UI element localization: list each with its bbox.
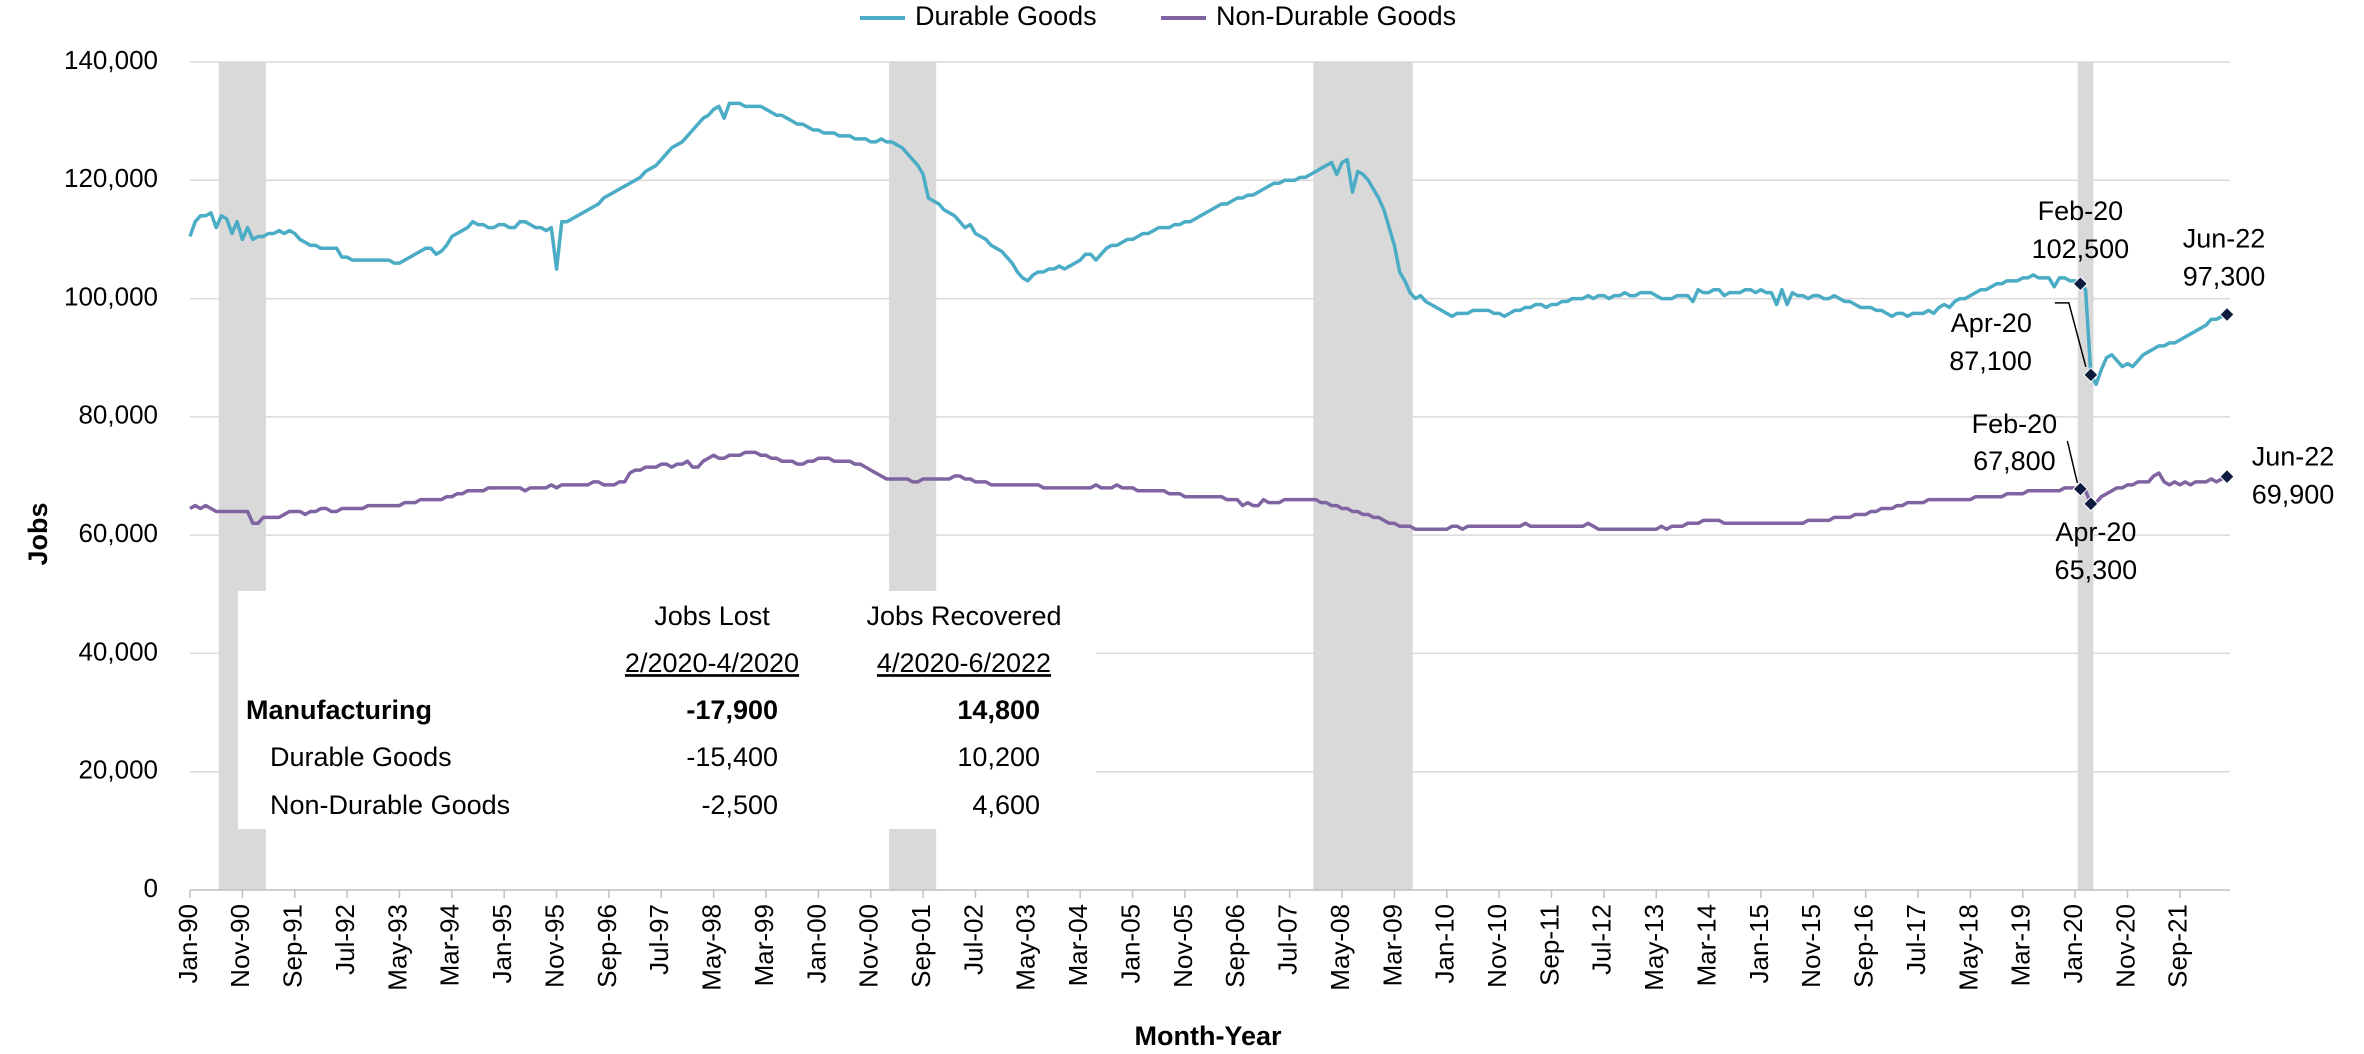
annotation-label: Jun-22 xyxy=(2183,224,2266,254)
annotation-value: 69,900 xyxy=(2252,480,2335,510)
x-axis-title: Month-Year xyxy=(1134,1021,1282,1051)
x-tick-label: Jul-12 xyxy=(1587,904,1617,975)
y-tick-label: 120,000 xyxy=(64,163,158,193)
x-tick-label: Sep-91 xyxy=(278,904,308,988)
series-line xyxy=(188,101,2228,387)
recession-band xyxy=(2077,62,2094,890)
x-tick-label: Jan-20 xyxy=(2058,904,2088,984)
annotation-value: 97,300 xyxy=(2183,262,2266,292)
table-cell: -2,500 xyxy=(701,790,778,820)
y-tick-label: 40,000 xyxy=(78,636,158,666)
x-tick-label: Nov-15 xyxy=(1796,904,1826,988)
series-line xyxy=(189,450,2228,531)
table-period: 2/2020-4/2020 xyxy=(625,648,799,678)
annotation-value: 87,100 xyxy=(1949,346,2032,376)
annotation-label: Feb-20 xyxy=(1972,409,2058,439)
point-marker xyxy=(2083,367,2099,383)
x-tick-label: Sep-16 xyxy=(1849,904,1879,988)
y-tick-label: 20,000 xyxy=(78,755,158,785)
table-header: Jobs Recovered xyxy=(866,601,1061,631)
table-row-label: Manufacturing xyxy=(246,695,432,725)
annotation-label: Feb-20 xyxy=(2038,196,2124,226)
x-tick-label: Jan-95 xyxy=(487,904,517,984)
table-cell: 4,600 xyxy=(972,790,1040,820)
recession-band xyxy=(1313,62,1413,890)
table-header: Jobs Lost xyxy=(654,601,770,631)
x-tick-label: Mar-04 xyxy=(1063,904,1093,986)
y-tick-label: 60,000 xyxy=(78,518,158,548)
x-tick-label: Sep-01 xyxy=(906,904,936,988)
point-marker xyxy=(2072,276,2089,292)
x-tick-label: May-03 xyxy=(1011,904,1041,991)
annotation-label: Apr-20 xyxy=(2055,517,2136,547)
annotation-label: Jun-22 xyxy=(2252,442,2335,472)
x-tick-label: Jul-07 xyxy=(1273,904,1303,975)
x-tick-label: Jul-02 xyxy=(958,904,988,975)
table-period: 4/2020-6/2022 xyxy=(877,648,1051,678)
table-box xyxy=(238,591,1096,829)
annotation-value: 102,500 xyxy=(2032,234,2130,264)
x-tick-label: Nov-20 xyxy=(2110,904,2140,988)
point-marker xyxy=(2219,306,2235,323)
legend-label: Non-Durable Goods xyxy=(1216,1,1456,31)
y-tick-label: 140,000 xyxy=(64,45,158,75)
x-tick-label: May-13 xyxy=(1639,904,1669,991)
table-cell: -17,900 xyxy=(686,695,778,725)
y-tick-label: 0 xyxy=(144,873,158,903)
x-tick-label: Jan-90 xyxy=(173,904,203,984)
x-tick-label: Mar-94 xyxy=(435,904,465,986)
legend-label: Durable Goods xyxy=(915,1,1097,31)
x-tick-label: Jan-00 xyxy=(801,904,831,984)
x-tick-label: Jan-10 xyxy=(1430,904,1460,984)
y-axis-title: Jobs xyxy=(23,502,53,565)
x-tick-label: Sep-96 xyxy=(592,904,622,988)
x-tick-label: Nov-00 xyxy=(854,904,884,988)
x-tick-label: Jul-92 xyxy=(330,904,360,975)
leader-line xyxy=(2066,440,2079,484)
x-tick-label: Jan-15 xyxy=(1744,904,1774,984)
point-marker xyxy=(2072,481,2089,497)
x-tick-label: Sep-21 xyxy=(2163,904,2193,988)
x-tick-label: Mar-19 xyxy=(2006,904,2036,986)
y-tick-label: 100,000 xyxy=(64,281,158,311)
x-tick-label: May-98 xyxy=(697,904,727,991)
table-cell: 14,800 xyxy=(957,695,1040,725)
x-tick-label: Sep-06 xyxy=(1220,904,1250,988)
x-tick-label: Jul-17 xyxy=(1901,904,1931,975)
annotation-label: Apr-20 xyxy=(1951,308,2032,338)
x-tick-label: Mar-99 xyxy=(749,904,779,986)
table-row-label: Non-Durable Goods xyxy=(270,790,510,820)
annotation-value: 65,300 xyxy=(2055,555,2138,585)
x-tick-label: Nov-10 xyxy=(1482,904,1512,988)
x-tick-label: Mar-09 xyxy=(1377,904,1407,986)
x-tick-label: Nov-95 xyxy=(539,904,569,988)
x-tick-label: Nov-05 xyxy=(1168,904,1198,988)
x-tick-label: May-08 xyxy=(1325,904,1355,991)
point-marker xyxy=(2219,468,2235,485)
x-tick-label: Mar-14 xyxy=(1691,904,1721,986)
y-tick-label: 80,000 xyxy=(78,400,158,430)
annotation-value: 67,800 xyxy=(1973,446,2056,476)
leader-line xyxy=(2054,302,2087,368)
table-cell: 10,200 xyxy=(957,742,1040,772)
x-tick-label: Jul-97 xyxy=(644,904,674,975)
point-marker xyxy=(2083,496,2099,512)
x-tick-label: Nov-90 xyxy=(225,904,255,988)
x-tick-label: May-18 xyxy=(1953,904,1983,991)
x-tick-label: May-93 xyxy=(382,904,412,991)
table-cell: -15,400 xyxy=(686,742,778,772)
x-tick-label: Jan-05 xyxy=(1115,904,1145,984)
table-row-label: Durable Goods xyxy=(270,742,452,772)
x-tick-label: Sep-11 xyxy=(1534,904,1564,986)
